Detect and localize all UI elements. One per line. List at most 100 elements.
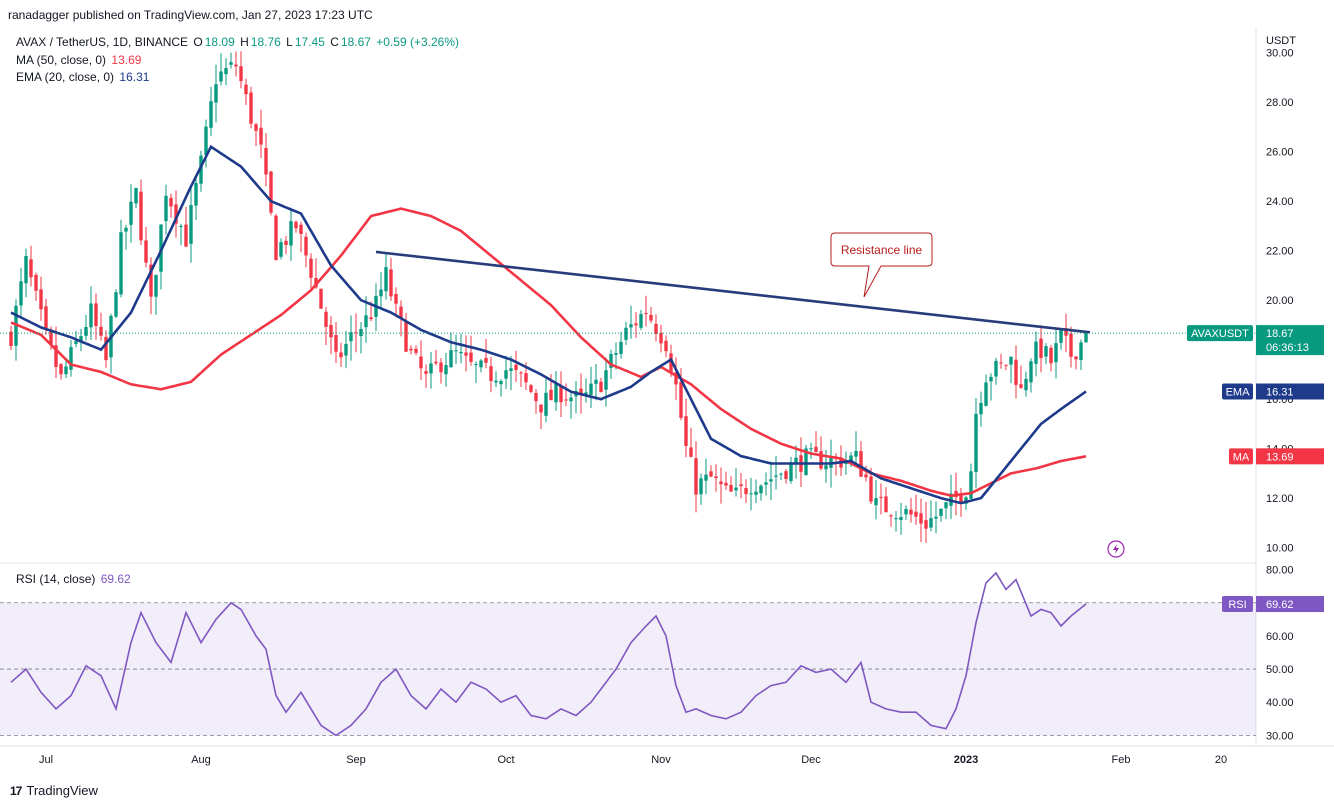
candle-body xyxy=(349,332,353,342)
candle-body xyxy=(854,451,858,457)
candle-body xyxy=(569,397,573,402)
candle-body xyxy=(364,315,368,328)
candle-body xyxy=(294,221,298,229)
candle-body xyxy=(774,475,778,477)
candle-body xyxy=(564,399,568,401)
candle-body xyxy=(539,404,543,413)
candle-body xyxy=(619,341,623,354)
ma-line xyxy=(10,207,1087,498)
candle-body xyxy=(909,509,913,515)
badge-label: EMA xyxy=(1226,386,1251,398)
badge-label: MA xyxy=(1233,451,1250,463)
candle-body xyxy=(904,508,908,515)
candle-body xyxy=(269,171,273,213)
candle-body xyxy=(139,191,143,241)
candle-body xyxy=(514,364,518,371)
candle-body xyxy=(994,360,998,377)
badge-value-box xyxy=(1256,596,1324,613)
candle-body xyxy=(914,511,918,517)
candle-body xyxy=(794,457,798,464)
candle-body xyxy=(789,462,793,482)
candle-body xyxy=(479,360,483,368)
candle-body xyxy=(499,381,503,385)
candle-body xyxy=(814,446,818,453)
candle-body xyxy=(354,332,358,334)
close-value: 18.67 xyxy=(340,35,371,49)
symbol-name[interactable]: AVAX / TetherUS, 1D, BINANCE xyxy=(16,35,189,49)
candle-body xyxy=(874,498,878,506)
close-label: C xyxy=(330,35,339,49)
badge-label-box xyxy=(1222,383,1253,400)
candle-body xyxy=(449,350,453,368)
candle-body xyxy=(469,352,473,362)
candle-body xyxy=(279,242,283,257)
candle-body xyxy=(924,520,928,529)
open-label: O xyxy=(193,35,203,49)
rsi-tick-label: 40.00 xyxy=(1266,697,1294,709)
candle-body xyxy=(634,323,638,326)
badge-label: AVAXUSDT xyxy=(1191,328,1249,340)
candle-body xyxy=(679,381,683,418)
candle-body xyxy=(1009,356,1013,365)
candle-body xyxy=(1084,333,1088,343)
candle-body xyxy=(39,289,43,310)
ema-legend[interactable]: EMA (20, close, 0) 16.31 xyxy=(16,70,151,84)
candle-body xyxy=(699,478,703,495)
currency-label: USDT xyxy=(1266,35,1296,47)
candle-body xyxy=(274,215,278,261)
candle-body xyxy=(104,336,108,361)
candle-body xyxy=(1039,338,1043,358)
candle-body xyxy=(609,353,613,368)
rsi-legend[interactable]: RSI (14, close) 69.62 xyxy=(16,572,133,586)
candle-body xyxy=(69,347,73,370)
candle-body xyxy=(304,236,308,256)
candle-body xyxy=(659,332,663,344)
symbol-legend: AVAX / TetherUS, 1D, BINANCE O 18.09 H 18.… xyxy=(16,35,461,49)
candle-body xyxy=(884,496,888,513)
candle-body xyxy=(329,324,333,338)
candle-body xyxy=(344,344,348,356)
candle-body xyxy=(49,329,53,344)
candle-body xyxy=(164,195,168,222)
candle-body xyxy=(119,232,123,295)
candle-body xyxy=(1059,329,1063,343)
published-line: ranadagger published on TradingView.com,… xyxy=(8,8,373,22)
candle-body xyxy=(324,311,328,327)
countdown-label: 06:36:13 xyxy=(1266,342,1309,354)
time-tick-label: Nov xyxy=(651,754,671,766)
candle-body xyxy=(869,476,873,502)
candle-body xyxy=(554,383,558,403)
candle-body xyxy=(389,269,393,297)
candle-body xyxy=(404,320,408,352)
candle-body xyxy=(974,413,978,472)
candle-body xyxy=(24,256,28,284)
high-value: 18.76 xyxy=(250,35,281,49)
candle-body xyxy=(879,496,883,498)
ma-legend[interactable]: MA (50, close, 0) 13.69 xyxy=(16,53,143,67)
candle-body xyxy=(919,513,923,524)
badge-value: 13.69 xyxy=(1266,451,1294,463)
annotation-text: Resistance line xyxy=(841,243,923,257)
candle-body xyxy=(189,205,193,244)
candle-body xyxy=(9,331,13,346)
rsi-tick-label: 60.00 xyxy=(1266,631,1294,643)
candle-body xyxy=(339,352,343,358)
candle-body xyxy=(209,101,213,128)
candle-body xyxy=(509,368,513,372)
price-tick-label: 12.00 xyxy=(1266,493,1294,505)
candle-body xyxy=(234,64,238,67)
candle-body xyxy=(859,451,863,477)
ema-line xyxy=(10,144,1087,505)
candle-body xyxy=(519,372,523,374)
candle-body xyxy=(604,370,608,390)
candle-body xyxy=(299,224,303,234)
candle-body xyxy=(224,68,228,75)
candle-body xyxy=(179,225,183,228)
candle-body xyxy=(444,365,448,375)
candle-body xyxy=(29,259,33,278)
candle-body xyxy=(19,281,23,306)
candle-body xyxy=(549,389,553,401)
candle-body xyxy=(424,371,428,374)
high-label: H xyxy=(240,35,249,49)
